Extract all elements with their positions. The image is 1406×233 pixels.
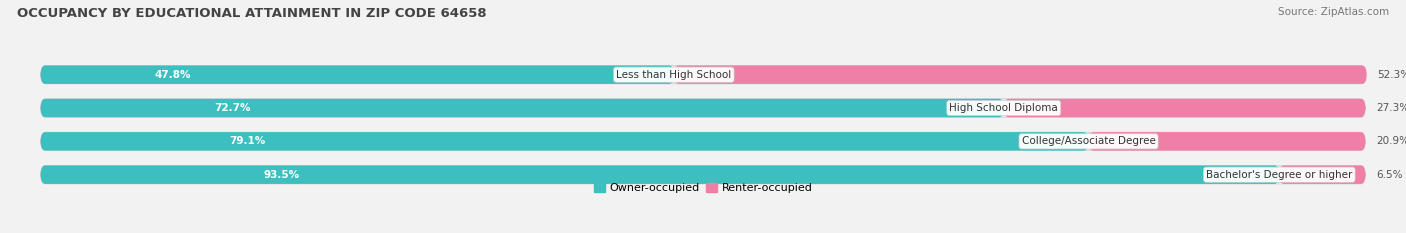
FancyBboxPatch shape — [41, 165, 1279, 184]
Legend: Owner-occupied, Renter-occupied: Owner-occupied, Renter-occupied — [589, 178, 817, 197]
Text: 27.3%: 27.3% — [1376, 103, 1406, 113]
Text: 72.7%: 72.7% — [214, 103, 250, 113]
Text: 20.9%: 20.9% — [1376, 136, 1406, 146]
FancyBboxPatch shape — [673, 65, 1367, 84]
Text: 6.5%: 6.5% — [1376, 170, 1403, 180]
FancyBboxPatch shape — [1004, 99, 1365, 117]
FancyBboxPatch shape — [41, 132, 1088, 151]
Text: 93.5%: 93.5% — [263, 170, 299, 180]
FancyBboxPatch shape — [1279, 165, 1365, 184]
Text: College/Associate Degree: College/Associate Degree — [1022, 136, 1156, 146]
Text: 52.3%: 52.3% — [1378, 70, 1406, 80]
Text: Bachelor's Degree or higher: Bachelor's Degree or higher — [1206, 170, 1353, 180]
FancyBboxPatch shape — [1088, 132, 1365, 151]
Text: 47.8%: 47.8% — [155, 70, 191, 80]
Text: High School Diploma: High School Diploma — [949, 103, 1059, 113]
Text: OCCUPANCY BY EDUCATIONAL ATTAINMENT IN ZIP CODE 64658: OCCUPANCY BY EDUCATIONAL ATTAINMENT IN Z… — [17, 7, 486, 20]
FancyBboxPatch shape — [41, 99, 1004, 117]
FancyBboxPatch shape — [41, 65, 673, 84]
Text: Less than High School: Less than High School — [616, 70, 731, 80]
FancyBboxPatch shape — [41, 165, 1365, 184]
FancyBboxPatch shape — [41, 99, 1365, 117]
FancyBboxPatch shape — [41, 65, 1365, 84]
Text: 79.1%: 79.1% — [229, 136, 266, 146]
FancyBboxPatch shape — [41, 132, 1365, 151]
Text: Source: ZipAtlas.com: Source: ZipAtlas.com — [1278, 7, 1389, 17]
